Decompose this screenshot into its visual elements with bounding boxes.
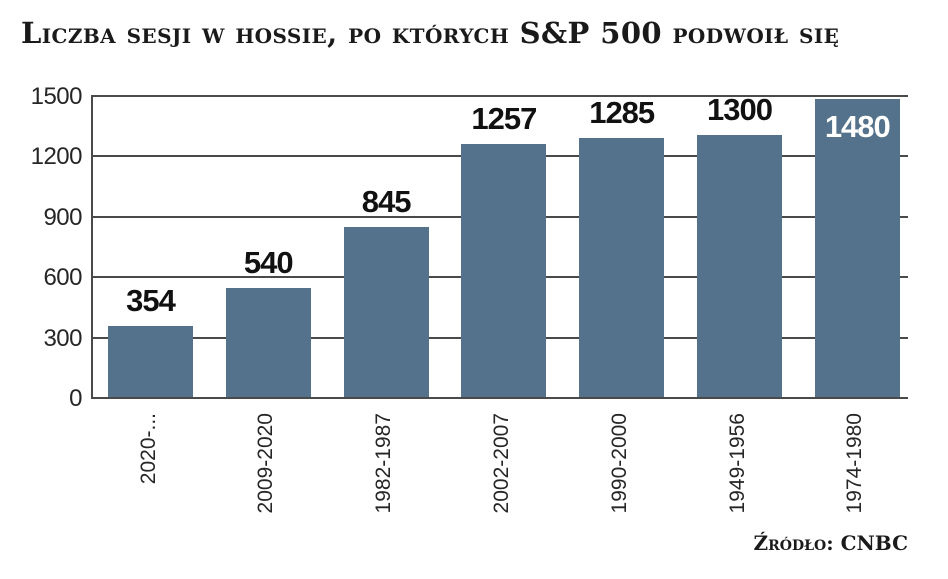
x-tick-label-1982-1987: 1982-1987 [372, 413, 396, 514]
x-tick-label-2009-2020: 2009-2020 [254, 413, 278, 514]
x-tick-label-1974-1980: 1974-1980 [843, 413, 867, 514]
bar-2009-2020 [225, 288, 311, 397]
x-tick-label-1949-1956: 1949-1956 [725, 413, 749, 514]
bar-value-label-1257: 1257 [471, 100, 537, 136]
bar-2020-... [108, 325, 193, 397]
bar-1990-2000 [579, 138, 665, 397]
bar-value-label-845: 845 [361, 183, 412, 219]
y-tick-label-1500: 1500 [30, 83, 83, 110]
bar-2002-2007 [461, 143, 547, 397]
gridline-1500 [93, 95, 908, 97]
y-tick-label-600: 600 [43, 264, 82, 292]
x-tick-label-1990-2000: 1990-2000 [607, 413, 631, 514]
y-tick-label-1200: 1200 [30, 143, 83, 171]
bar-value-label-1480: 1480 [824, 109, 891, 145]
bar-value-label-1285: 1285 [589, 95, 655, 131]
bar-value-label-354: 354 [126, 282, 176, 318]
chart-title: Liczba sesji w hossie, po których S&P 50… [21, 16, 840, 50]
y-tick-label-900: 900 [43, 203, 82, 231]
source-note: Źródło: CNBC [753, 531, 908, 555]
plot-area: 354 540 845 1257 1285 1300 1480 [91, 92, 908, 399]
x-tick-label-2020-...: 2020-... [136, 413, 160, 485]
y-tick-label-300: 300 [43, 324, 82, 352]
y-tick-label-0: 0 [69, 385, 82, 412]
bar-1974-1980 [814, 99, 900, 397]
bar-1949-1956 [697, 135, 782, 397]
bar-value-label-1300: 1300 [707, 92, 773, 128]
bar-value-label-540: 540 [243, 245, 294, 281]
bar-1982-1987 [343, 226, 429, 397]
x-tick-label-2002-2007: 2002-2007 [489, 413, 513, 514]
